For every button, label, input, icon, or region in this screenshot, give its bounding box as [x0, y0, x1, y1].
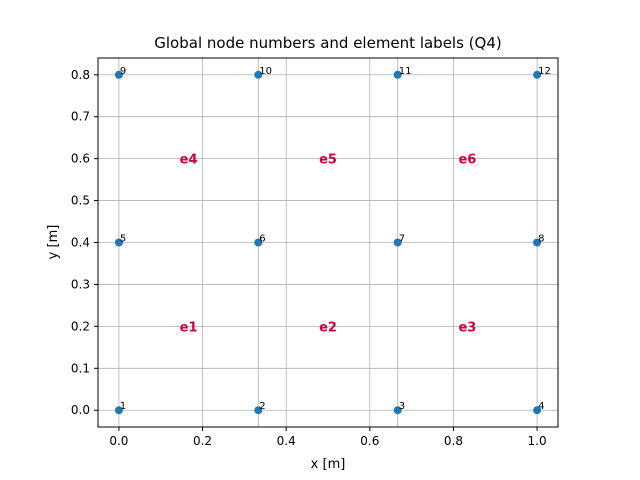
x-tick-label: 0.0: [109, 434, 128, 448]
plot-frame: [97, 57, 559, 428]
y-axis-label: y [m]: [46, 225, 61, 260]
element-labels: e1 e2 e3 e4 e5 e6: [180, 153, 477, 336]
node-marker: [533, 406, 542, 415]
node-label: 2: [259, 401, 265, 412]
x-tick-label: 0.2: [193, 434, 212, 448]
y-tick-label: 0.0: [71, 403, 90, 417]
element-label: e4: [180, 153, 198, 168]
y-tick-label: 0.6: [71, 152, 90, 166]
node-marker: [254, 70, 263, 79]
x-tick-label: 0.4: [277, 434, 296, 448]
y-tick-label: 0.3: [71, 277, 90, 291]
grid: [98, 58, 558, 427]
node-label: 8: [538, 234, 544, 245]
node-marker: [114, 70, 123, 79]
x-axis-label: x [m]: [311, 457, 346, 472]
node-marker: [533, 70, 542, 79]
x-tick-label: 1.0: [528, 434, 547, 448]
node-marker: [393, 406, 402, 415]
element-label: e1: [180, 320, 198, 335]
node-marker: [114, 406, 123, 415]
node-markers: [114, 70, 542, 415]
y-tick-label: 0.7: [71, 110, 90, 124]
element-label: e5: [319, 153, 337, 168]
element-label: e6: [458, 153, 476, 168]
node-labels: 1 2 3 45 6 7 89 10 11 12: [120, 66, 551, 412]
node-label: 3: [399, 401, 405, 412]
node-label: 9: [120, 66, 126, 77]
node-marker: [254, 238, 263, 247]
y-tick-label: 0.5: [71, 194, 90, 208]
axis-ticks: 0.0 0.2 0.4 0.6 0.8 1.0 0.0 0.1 0.2 0.3 0.4 0.5 0.6 0…: [71, 68, 547, 448]
element-label: e2: [319, 320, 337, 335]
node-marker: [533, 238, 542, 247]
node-label: 4: [538, 401, 544, 412]
node-marker: [254, 406, 263, 415]
node-marker: [114, 238, 123, 247]
y-tick-label: 0.4: [71, 236, 90, 250]
node-label: 7: [399, 234, 405, 245]
chart-title: Global node numbers and element labels (…: [154, 34, 501, 52]
node-label: 5: [120, 234, 126, 245]
node-label: 6: [259, 234, 265, 245]
node-marker: [393, 70, 402, 79]
x-tick-label: 0.8: [444, 434, 463, 448]
node-label: 1: [120, 401, 126, 412]
node-label: 12: [538, 66, 551, 77]
y-tick-label: 0.8: [71, 68, 90, 82]
element-label: e3: [458, 320, 476, 335]
y-tick-label: 0.1: [71, 361, 90, 375]
node-label: 11: [399, 66, 412, 77]
node-marker: [393, 238, 402, 247]
y-tick-label: 0.2: [71, 319, 90, 333]
node-label: 10: [259, 66, 272, 77]
x-tick-label: 0.6: [360, 434, 379, 448]
